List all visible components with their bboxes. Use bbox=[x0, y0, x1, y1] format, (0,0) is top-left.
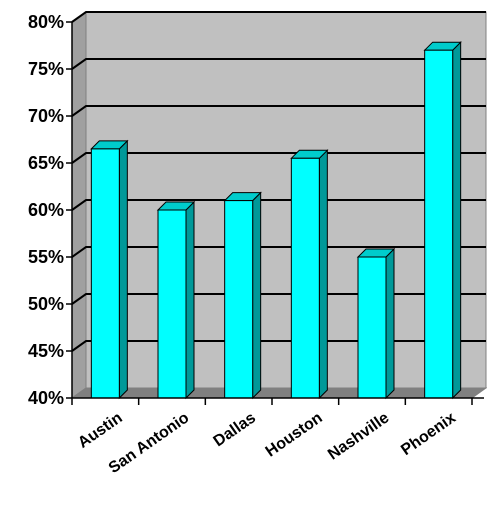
x-category-label: Dallas bbox=[211, 409, 259, 450]
gridline bbox=[71, 246, 486, 258]
x-category-label: Austin bbox=[75, 409, 126, 451]
bar-side-face bbox=[185, 200, 195, 400]
bar-front-face bbox=[90, 148, 120, 399]
bar-front-face bbox=[157, 209, 187, 399]
y-tick-label: 80% bbox=[28, 12, 64, 32]
x-category-label: Nashville bbox=[325, 409, 392, 463]
gridline bbox=[71, 152, 486, 164]
y-tick-label: 55% bbox=[28, 247, 64, 267]
y-tick-label: 75% bbox=[28, 59, 64, 79]
bar-side-face bbox=[452, 40, 462, 400]
y-tick-label: 70% bbox=[28, 106, 64, 126]
y-tick-label: 65% bbox=[28, 153, 64, 173]
y-tick-label: 40% bbox=[28, 388, 64, 408]
gridline bbox=[71, 11, 486, 23]
y-tick-label: 50% bbox=[28, 294, 64, 314]
bar-side-face bbox=[252, 191, 262, 400]
gridline bbox=[71, 58, 486, 70]
bar-phoenix bbox=[423, 40, 462, 400]
plot-floor bbox=[70, 387, 487, 399]
bar-front-face bbox=[424, 49, 454, 399]
y-tick-label: 45% bbox=[28, 341, 64, 361]
gridlines bbox=[71, 11, 486, 352]
bar-side-face bbox=[318, 149, 328, 400]
y-axis-ticks: 40% 45% 50% 55% 60% 65% 70% 75% 80% bbox=[28, 12, 72, 408]
gridline bbox=[71, 293, 486, 305]
bar-side-face bbox=[118, 139, 128, 400]
bar-front-face bbox=[290, 157, 320, 399]
bar-san-antonio bbox=[156, 200, 196, 400]
gridline bbox=[71, 105, 486, 117]
bar-austin bbox=[90, 139, 129, 400]
bars bbox=[90, 40, 462, 400]
x-category-label: Phoenix bbox=[398, 409, 459, 459]
bar-front-face bbox=[224, 200, 254, 399]
bar-front-face bbox=[357, 256, 387, 399]
y-tick-label: 60% bbox=[28, 200, 64, 220]
bar-dallas bbox=[223, 191, 262, 400]
gridline bbox=[71, 199, 486, 211]
x-category-label: Houston bbox=[263, 409, 326, 460]
bar-houston bbox=[290, 149, 329, 400]
bar-side-face bbox=[385, 247, 395, 400]
gridline bbox=[71, 340, 486, 352]
bar-nashville bbox=[356, 247, 396, 400]
